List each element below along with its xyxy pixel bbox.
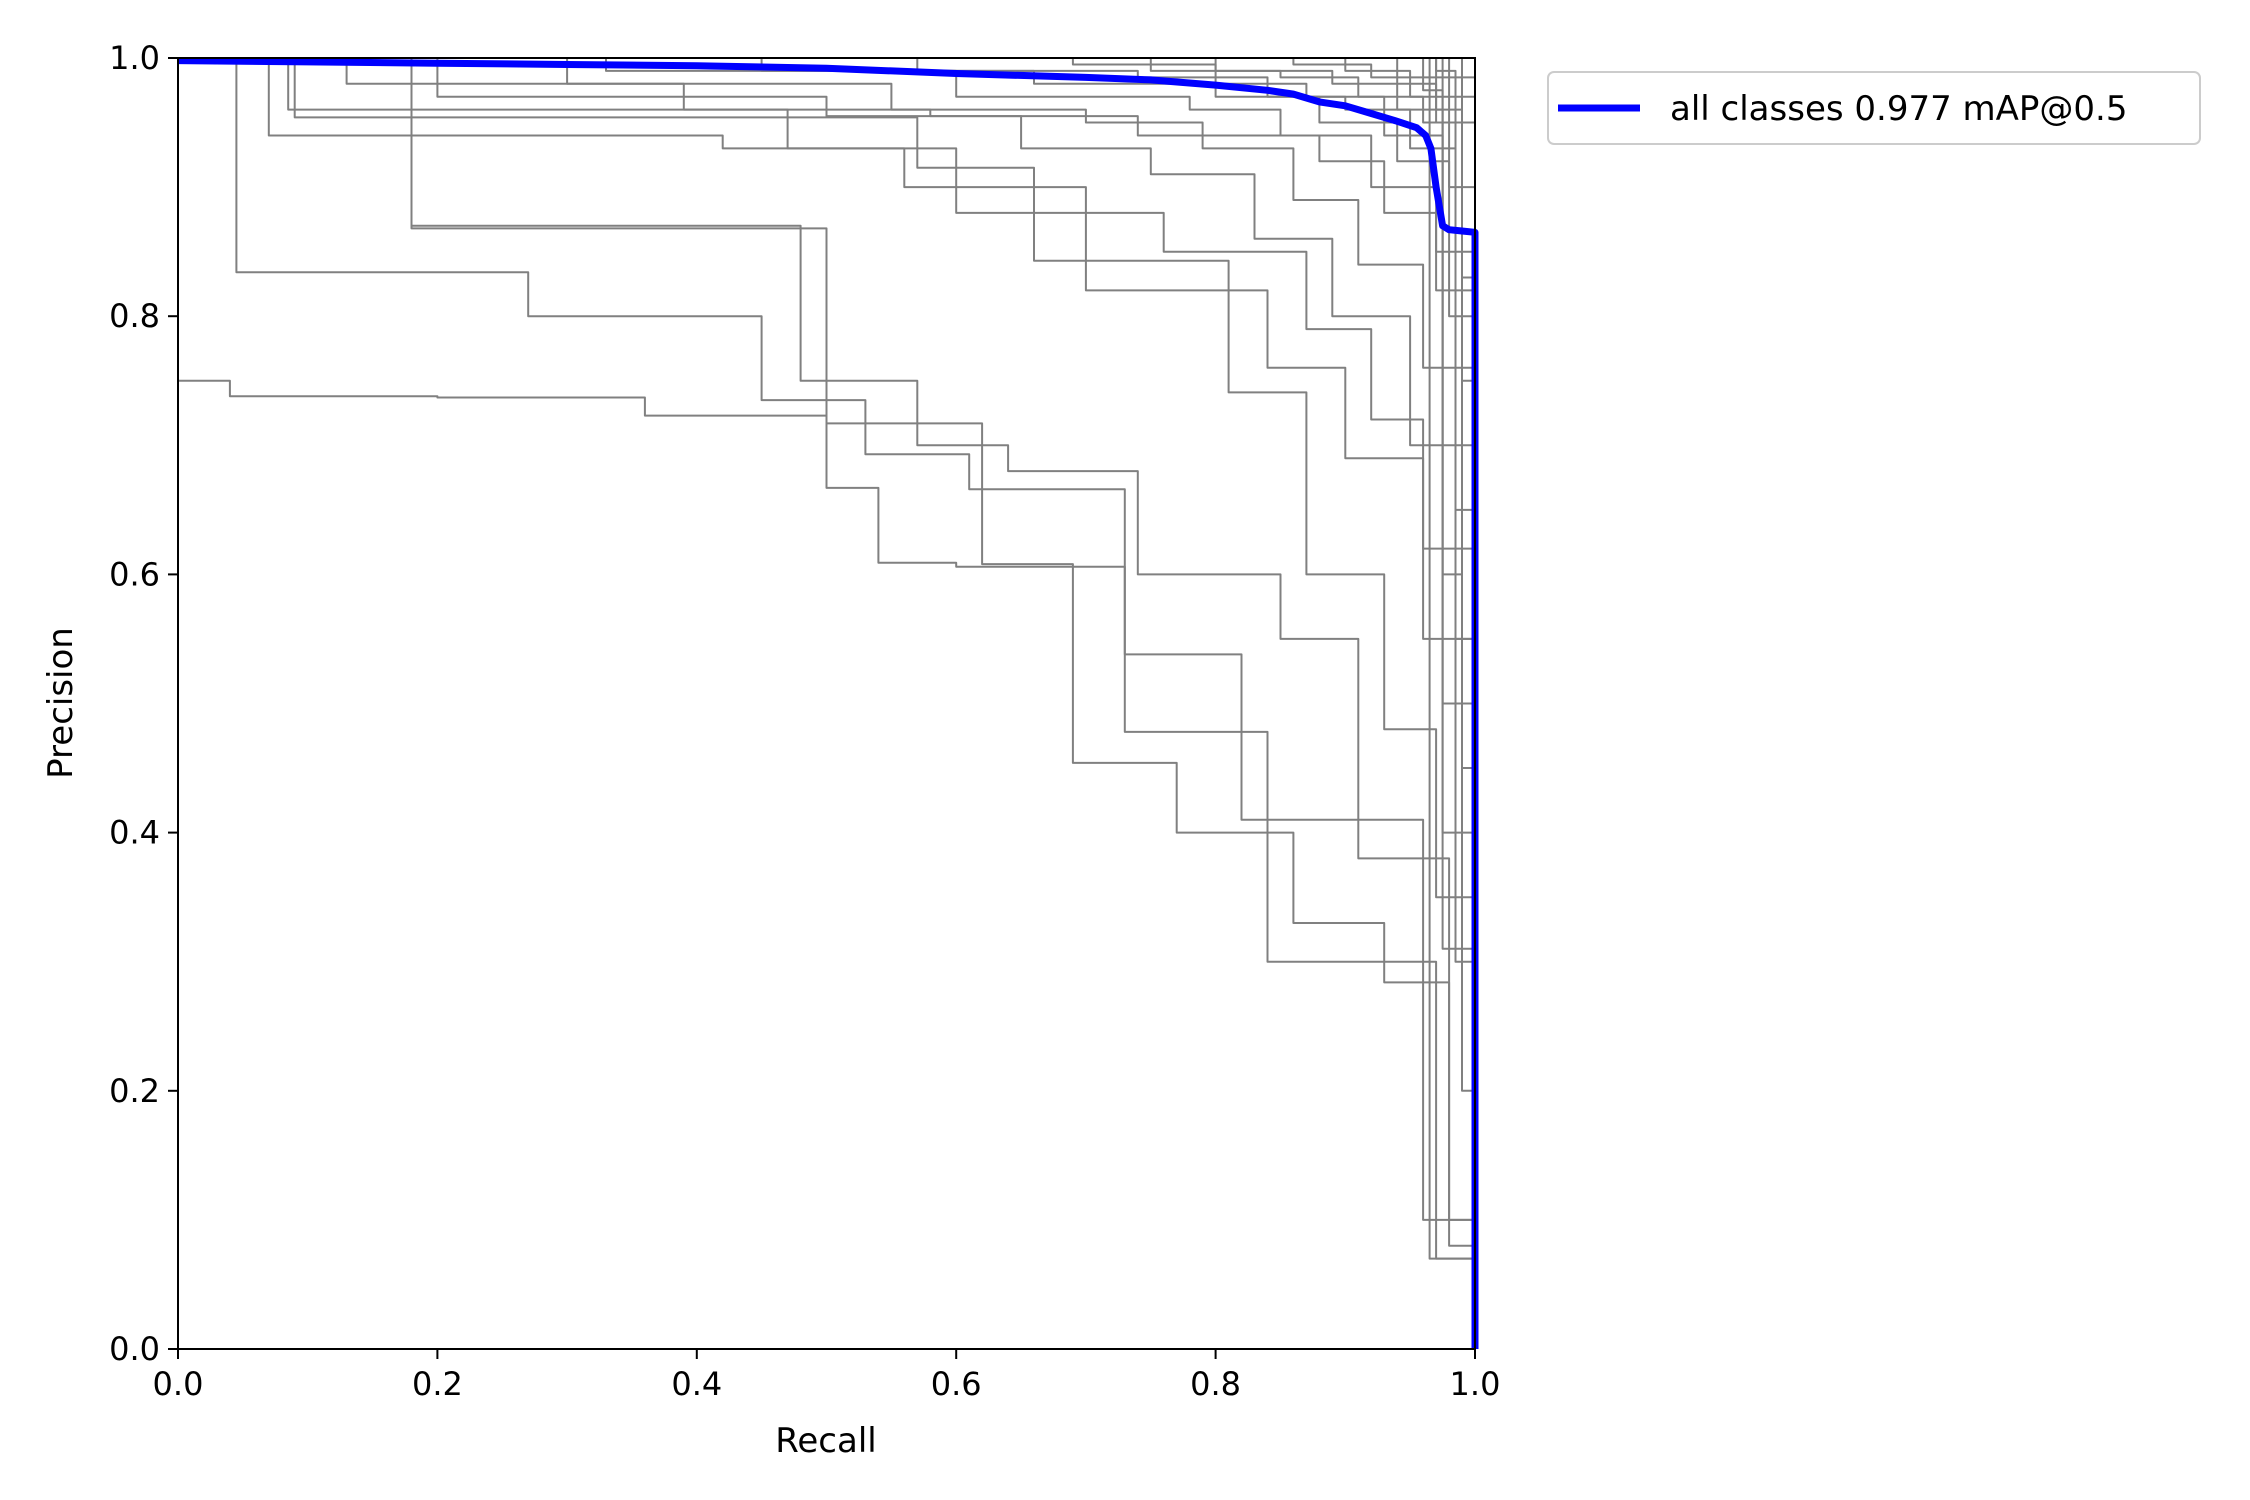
legend-box <box>1547 71 2201 145</box>
legend: all classes 0.977 mAP@0.5 <box>1547 71 2201 145</box>
series-line-class-2 <box>178 57 1476 1349</box>
x-tick-label: 1.0 <box>1450 1365 1501 1403</box>
y-tick-label: 0.4 <box>109 814 160 852</box>
series-line-class-4 <box>178 57 1476 1349</box>
x-axis-label: Recall <box>775 1421 876 1461</box>
series-line-all-classes <box>177 57 1479 1349</box>
series-line-class-7 <box>178 57 1476 1349</box>
legend-label: all classes 0.977 mAP@0.5 <box>1670 89 2127 129</box>
series-layer <box>177 57 1479 1349</box>
x-tick-label: 0.8 <box>1190 1365 1241 1403</box>
series-line-class-11 <box>178 57 1476 1349</box>
y-tick-label: 1.0 <box>109 39 160 77</box>
series-line-class-5 <box>178 57 1476 1349</box>
y-tick-label: 0.6 <box>109 555 160 593</box>
x-tick-label: 0.2 <box>412 1365 463 1403</box>
series-line-class-1 <box>178 379 1476 1349</box>
y-axis-ticks: 0.0 0.2 0.4 0.6 0.8 1.0 <box>109 39 178 1368</box>
series-line-class-18 <box>178 57 1476 1349</box>
y-tick-label: 0.8 <box>109 297 160 335</box>
y-tick-label: 0.2 <box>109 1072 160 1110</box>
x-tick-label: 0.4 <box>671 1365 722 1403</box>
x-tick-label: 0.0 <box>153 1365 204 1403</box>
series-line-class-19 <box>178 57 1476 1349</box>
series-line-class-9 <box>178 57 1476 1349</box>
y-tick-label: 0.0 <box>109 1330 160 1368</box>
y-axis-label: Precision <box>41 627 81 779</box>
x-tick-label: 0.6 <box>931 1365 982 1403</box>
plot-frame <box>177 57 1476 1350</box>
series-line-class-8 <box>178 57 1476 1349</box>
x-axis-ticks: 0.0 0.2 0.4 0.6 0.8 1.0 <box>153 1349 1501 1403</box>
